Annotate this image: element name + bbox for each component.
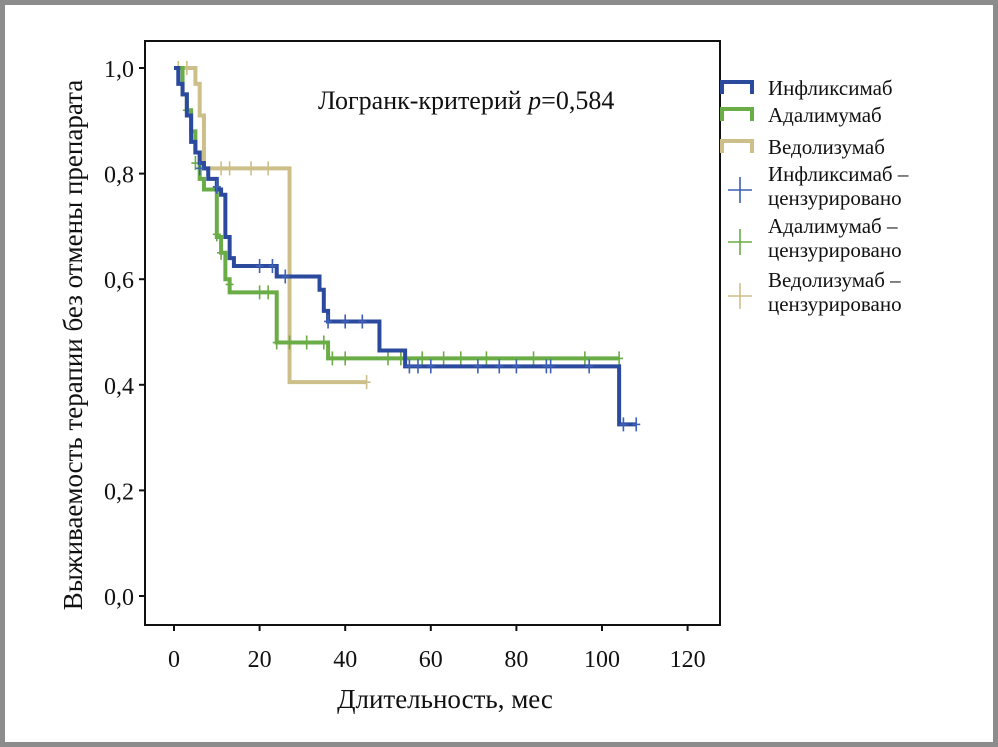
censor-mark-infliximab <box>324 314 333 329</box>
legend-swatch-infliximab <box>720 80 754 94</box>
y-tick-label: 0,6 <box>104 268 134 294</box>
censor-mark-infliximab <box>585 359 594 374</box>
y-axis-title: Выживаемость терапии без отмены препарат… <box>58 80 88 610</box>
censor-mark-adalimumab <box>456 351 465 366</box>
x-axis-title: Длительность, мес <box>337 684 553 714</box>
y-tick-label: 0,4 <box>104 374 134 400</box>
y-tick-label: 0,2 <box>104 479 134 505</box>
legend-swatch-adalimumab <box>720 107 754 121</box>
censor-mark-adalimumab <box>384 351 392 366</box>
x-tick-label: 120 <box>670 647 706 673</box>
legend-label-adalimumab: Адалимумаб <box>768 103 882 127</box>
censor-mark-adalimumab <box>264 285 273 300</box>
legend-censor-swatch-infliximab <box>728 177 752 203</box>
censor-mark-vedolizumab <box>247 161 256 176</box>
y-axis-ticks: 0,0 0,2 0,4 0,6 0,8 1,0 <box>104 57 145 611</box>
legend-censor-label-infliximab: Инфликсимаб – цензурировано <box>768 162 909 210</box>
censor-mark-infliximab <box>426 359 435 374</box>
x-tick-label: 0 <box>168 647 180 673</box>
censor-mark-adalimumab <box>482 351 491 366</box>
logrank-annotation-p: p <box>526 86 541 115</box>
censor-mark-adalimumab <box>341 351 350 366</box>
censor-mark-infliximab <box>495 359 504 374</box>
series-line-infliximab <box>174 66 637 427</box>
censor-mark-adalimumab <box>319 335 328 350</box>
censor-mark-adalimumab <box>217 245 226 260</box>
censor-mark-infliximab <box>413 359 422 374</box>
censor-mark-adalimumab <box>529 351 538 366</box>
censor-mark-adalimumab <box>272 335 281 350</box>
censor-mark-infliximab <box>341 314 350 329</box>
x-tick-label: 20 <box>248 647 272 673</box>
y-tick-label: 0,8 <box>104 163 134 189</box>
censor-mark-adalimumab <box>302 335 311 350</box>
x-tick-label: 80 <box>504 647 528 673</box>
legend-swatch-vedolizumab <box>720 139 754 153</box>
censor-mark-infliximab <box>281 269 290 284</box>
censor-mark-adalimumab <box>285 335 294 350</box>
censor-mark-adalimumab <box>580 351 589 366</box>
censor-mark-adalimumab <box>615 351 624 366</box>
censor-mark-infliximab <box>212 179 221 194</box>
logrank-annotation-value: =0,584 <box>541 86 614 115</box>
legend-label-vedolizumab: Ведолизумаб <box>768 135 885 159</box>
censor-mark-infliximab <box>632 417 641 432</box>
censor-mark-infliximab <box>405 359 414 374</box>
x-tick-label: 60 <box>419 647 443 673</box>
logrank-annotation: Логранк-критерий p=0,584 <box>318 86 614 115</box>
censor-mark-vedolizumab <box>362 375 371 390</box>
x-axis-ticks: 0 20 40 60 80 100 120 <box>168 625 706 673</box>
censor-mark-infliximab <box>255 259 264 273</box>
censor-mark-vedolizumab <box>264 161 273 176</box>
censor-mark-infliximab <box>619 417 628 432</box>
censor-mark-adalimumab <box>439 351 448 366</box>
legend: Инфликсимаб Адалимумаб Ведолизумаб Инфликси… <box>720 76 909 316</box>
censor-mark-vedolizumab <box>225 161 234 176</box>
censor-mark-infliximab <box>268 259 277 273</box>
censor-mark-adalimumab <box>418 351 427 366</box>
censor-mark-infliximab <box>512 359 521 374</box>
logrank-annotation-prefix: Логранк-критерий <box>318 86 528 115</box>
censor-mark-infliximab <box>358 314 367 329</box>
x-tick-label: 100 <box>584 647 620 673</box>
censor-mark-infliximab <box>195 161 204 176</box>
censor-mark-adalimumab <box>225 277 234 292</box>
censor-mark-adalimumab <box>328 351 337 366</box>
y-tick-label: 0,0 <box>104 585 134 611</box>
censor-mark-vedolizumab <box>217 161 226 176</box>
censor-mark-infliximab <box>473 359 482 374</box>
legend-censor-label-vedolizumab: Ведолизумаб – цензурировано <box>768 268 902 316</box>
legend-censor-label-adalimumab: Адалимумаб – цензурировано <box>768 214 902 262</box>
censor-mark-infliximab <box>546 359 555 374</box>
censor-mark-adalimumab <box>212 227 221 242</box>
legend-censor-swatch-vedolizumab <box>728 283 752 309</box>
x-tick-label: 40 <box>333 647 357 673</box>
y-tick-label: 1,0 <box>104 57 134 83</box>
legend-censor-swatch-adalimumab <box>728 229 752 255</box>
legend-label-infliximab: Инфликсимаб <box>768 76 893 100</box>
censor-mark-adalimumab <box>255 285 264 300</box>
series-layer <box>174 61 641 432</box>
plot-area-frame <box>144 40 721 626</box>
